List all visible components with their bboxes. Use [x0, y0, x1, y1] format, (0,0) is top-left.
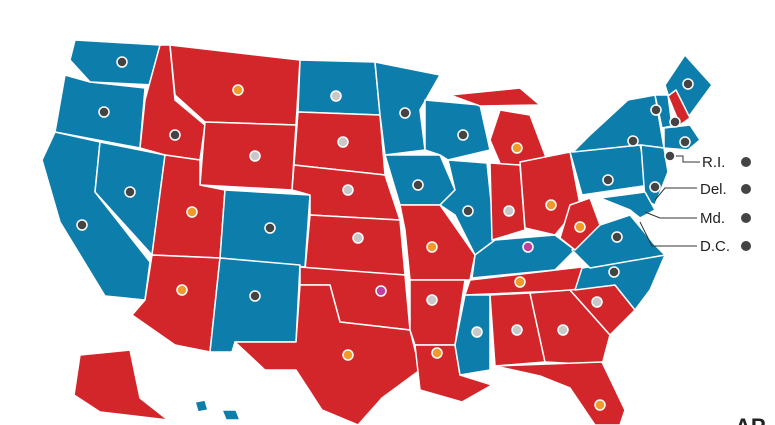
dot	[608, 266, 620, 278]
state	[221, 409, 241, 421]
dot	[664, 150, 676, 162]
dot	[511, 324, 523, 336]
state	[194, 399, 209, 413]
state	[667, 89, 691, 126]
dot	[176, 284, 188, 296]
dot	[124, 186, 136, 198]
dot	[232, 84, 244, 96]
dot	[679, 136, 691, 148]
dot	[557, 324, 569, 336]
dot	[76, 219, 88, 231]
callouts: R.I. Del. Md. D.C.	[639, 154, 751, 255]
dot	[591, 296, 603, 308]
dot	[682, 78, 694, 90]
dot	[627, 135, 639, 147]
state	[424, 99, 491, 161]
dot	[426, 294, 438, 306]
dot	[514, 276, 526, 288]
state	[209, 257, 301, 353]
dot	[471, 326, 483, 338]
dot	[116, 56, 128, 68]
dot	[426, 241, 438, 253]
dot	[650, 104, 662, 116]
label-dot	[741, 241, 751, 251]
label-dot	[741, 184, 751, 194]
dot	[186, 206, 198, 218]
state	[199, 121, 297, 191]
dot	[375, 285, 387, 297]
state-dots	[76, 56, 694, 411]
dot	[649, 181, 661, 193]
dot	[342, 349, 354, 361]
state	[489, 162, 526, 241]
state-label: Del.	[700, 181, 727, 198]
dot	[611, 231, 623, 243]
dot	[545, 199, 557, 211]
leader-line	[654, 187, 697, 201]
state	[569, 144, 651, 196]
state	[304, 214, 406, 276]
leader-line	[676, 155, 700, 163]
dot	[249, 290, 261, 302]
label-dot	[741, 213, 751, 223]
state	[69, 39, 161, 86]
dot	[264, 222, 276, 234]
dot	[352, 232, 364, 244]
dot	[337, 136, 349, 148]
dot	[249, 150, 261, 162]
dot	[412, 179, 424, 191]
state	[234, 284, 421, 425]
state	[73, 349, 169, 421]
dot	[574, 221, 586, 233]
dot	[98, 106, 110, 118]
state-label: Md.	[700, 210, 725, 227]
state	[297, 59, 381, 116]
label-dot	[741, 157, 751, 167]
state	[529, 289, 611, 366]
leader-line	[639, 221, 697, 247]
dot	[169, 129, 181, 141]
dot	[669, 116, 681, 128]
dot	[399, 107, 411, 119]
dot	[330, 90, 342, 102]
dot	[594, 399, 606, 411]
state-label: R.I.	[702, 154, 725, 171]
dot	[522, 241, 534, 253]
state	[449, 87, 541, 107]
dot	[431, 347, 443, 359]
dot	[602, 174, 614, 186]
dot	[462, 205, 474, 217]
dot	[511, 142, 523, 154]
credit: AP	[735, 414, 766, 425]
dot	[457, 129, 469, 141]
state	[599, 191, 656, 219]
state-label: D.C.	[700, 238, 730, 255]
state	[494, 361, 626, 425]
state	[640, 144, 669, 206]
states	[41, 39, 713, 425]
leader-line	[644, 211, 697, 219]
state	[572, 94, 665, 153]
dot	[503, 205, 515, 217]
dot	[342, 184, 354, 196]
